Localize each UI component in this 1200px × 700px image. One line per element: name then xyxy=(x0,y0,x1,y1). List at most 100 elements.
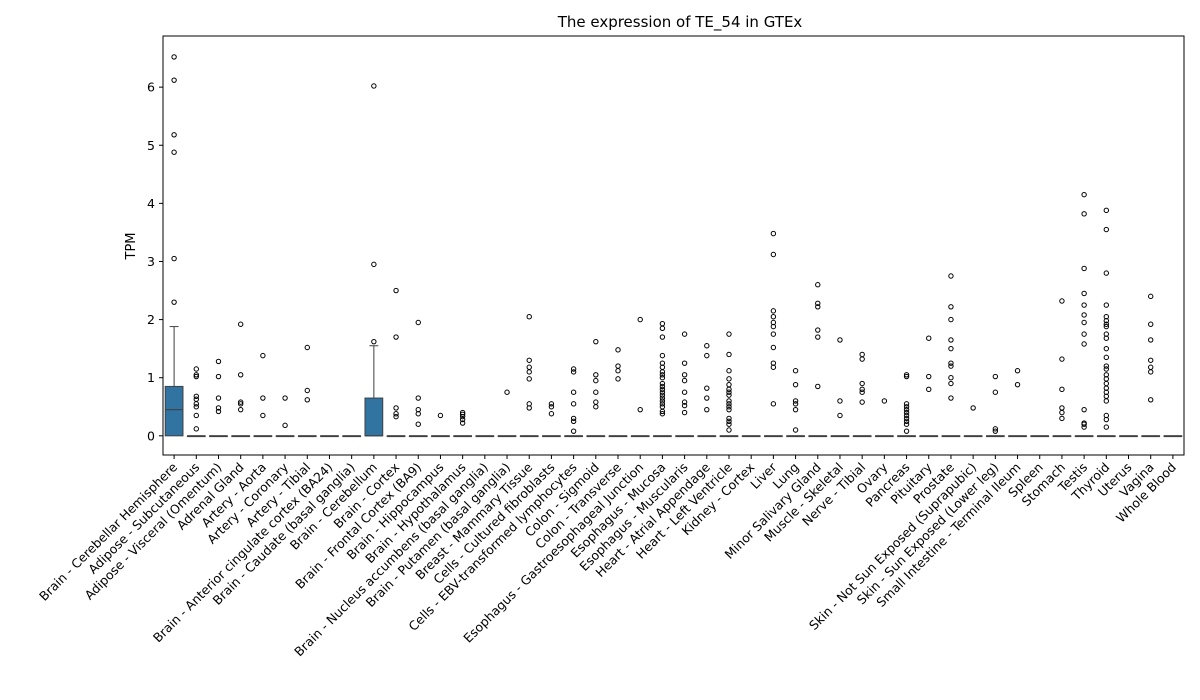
outlier-point xyxy=(770,251,777,258)
outlier-point xyxy=(171,132,177,138)
outlier-point xyxy=(992,426,999,432)
outlier-point xyxy=(1103,354,1110,361)
outlier-point xyxy=(193,401,199,407)
outlier-point xyxy=(926,335,932,341)
box-group xyxy=(786,368,805,438)
box-group xyxy=(764,230,783,438)
outlier-point xyxy=(371,261,377,268)
outlier-point xyxy=(615,363,621,369)
outlier-point xyxy=(215,408,222,415)
outlier-point xyxy=(593,389,599,395)
outlier-point xyxy=(593,377,599,384)
box-group xyxy=(985,373,1005,438)
outlier-point xyxy=(1103,321,1110,327)
box-group xyxy=(741,435,761,438)
outlier-point xyxy=(726,421,732,427)
outlier-point xyxy=(659,360,666,366)
outlier-point xyxy=(1103,363,1110,369)
outlier-point xyxy=(415,395,421,401)
outlier-point xyxy=(615,368,621,374)
y-tick-label: 6 xyxy=(147,80,155,95)
outlier-point xyxy=(1103,398,1110,404)
outlier-point xyxy=(859,399,865,405)
box-group xyxy=(830,337,850,438)
outlier-point xyxy=(770,308,777,314)
outlier-point xyxy=(726,392,732,398)
box-group xyxy=(1052,298,1072,438)
outlier-point xyxy=(304,397,310,403)
outlier-point xyxy=(237,401,244,407)
outlier-point xyxy=(726,406,732,413)
outlier-point xyxy=(681,402,688,409)
outlier-point xyxy=(1148,337,1154,343)
outlier-point xyxy=(659,404,666,410)
outlier-point xyxy=(548,401,555,407)
outlier-point xyxy=(1103,302,1110,308)
box-group xyxy=(297,344,317,438)
y-tick-label: 0 xyxy=(147,428,155,443)
outlier-point xyxy=(792,401,799,407)
outlier-point xyxy=(304,344,310,351)
outlier-point xyxy=(926,373,932,380)
outlier-point xyxy=(815,327,821,333)
outlier-point xyxy=(1148,321,1154,327)
box-group xyxy=(1030,435,1050,438)
outlier-point xyxy=(659,320,666,327)
outlier-point xyxy=(593,372,599,378)
outlier-point xyxy=(659,380,666,387)
outlier-point xyxy=(1081,312,1087,318)
outlier-point xyxy=(726,351,732,358)
outlier-point xyxy=(593,404,599,410)
outlier-point xyxy=(193,372,199,378)
box-group xyxy=(963,405,983,438)
outlier-point xyxy=(903,404,910,410)
axes-frame xyxy=(162,35,1185,456)
outlier-point xyxy=(526,376,532,382)
outlier-point xyxy=(704,395,710,401)
outlier-point xyxy=(1081,265,1087,272)
outlier-point xyxy=(1148,293,1154,300)
outlier-point xyxy=(659,392,666,398)
box-group xyxy=(586,338,606,438)
box-group xyxy=(164,54,184,437)
outlier-point xyxy=(548,404,555,410)
outlier-point xyxy=(726,418,732,424)
outlier-point xyxy=(903,421,910,427)
outlier-point xyxy=(637,316,643,323)
outlier-point xyxy=(237,406,244,413)
outlier-point xyxy=(1103,313,1110,320)
outlier-point xyxy=(1059,415,1065,422)
outlier-point xyxy=(726,389,732,395)
box-group xyxy=(519,313,539,438)
outlier-point xyxy=(570,418,577,424)
outlier-point xyxy=(459,416,466,423)
outlier-point xyxy=(459,409,466,416)
outlier-point xyxy=(726,331,732,337)
box-iqr xyxy=(364,397,384,437)
outlier-point xyxy=(659,411,666,417)
outlier-point xyxy=(1148,397,1154,403)
box-group xyxy=(941,273,961,438)
outlier-point xyxy=(570,415,577,422)
outlier-point xyxy=(859,389,865,395)
outlier-point xyxy=(948,273,954,279)
outlier-point xyxy=(570,366,577,372)
outlier-point xyxy=(726,381,732,388)
outlier-point xyxy=(770,331,777,337)
outlier-point xyxy=(659,401,666,407)
outlier-point xyxy=(659,389,666,395)
outlier-point xyxy=(903,412,910,419)
outlier-point xyxy=(570,369,577,375)
outlier-point xyxy=(770,230,777,237)
outlier-point xyxy=(770,401,777,407)
outlier-point xyxy=(215,405,222,411)
outlier-point xyxy=(415,319,421,326)
outlier-point xyxy=(992,373,999,380)
y-tick-label: 4 xyxy=(147,196,155,211)
outlier-point xyxy=(171,149,177,155)
outlier-point xyxy=(903,428,910,434)
outlier-point xyxy=(815,334,821,340)
box-group xyxy=(653,320,672,438)
y-tick-label: 3 xyxy=(147,254,155,269)
outlier-point xyxy=(171,77,177,83)
